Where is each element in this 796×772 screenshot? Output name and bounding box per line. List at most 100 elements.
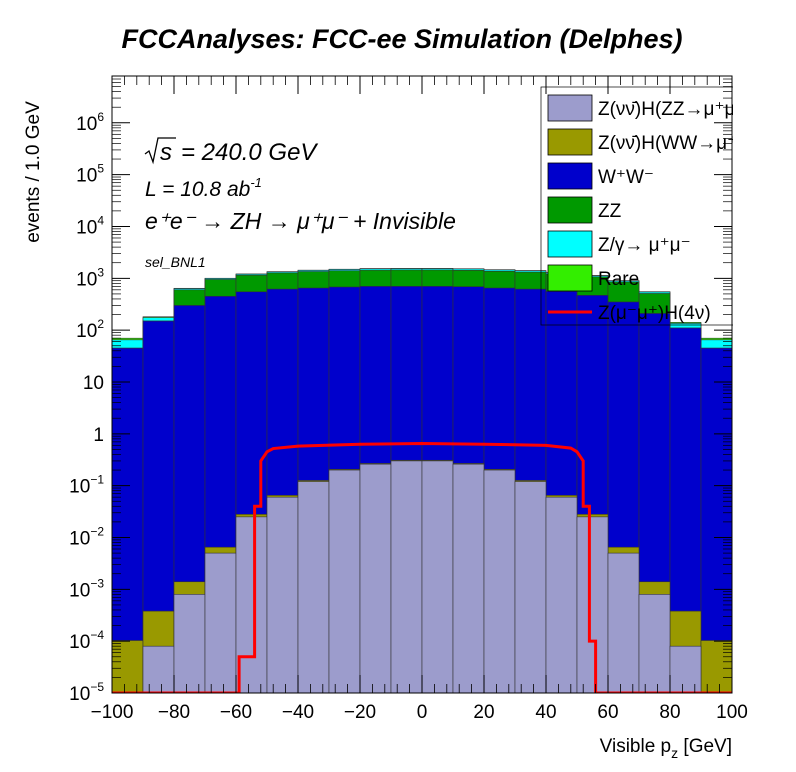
legend-swatch bbox=[547, 196, 593, 224]
histogram-bar bbox=[669, 645, 702, 693]
stacked-histograms bbox=[112, 268, 732, 693]
y-tick-label: 1 bbox=[93, 425, 104, 446]
y-tick-label: 105 bbox=[76, 162, 104, 187]
legend-swatch bbox=[547, 230, 593, 258]
y-tick-exponent: −1 bbox=[90, 473, 104, 487]
x-tick-label: −80 bbox=[158, 702, 190, 723]
x-tick-label: 80 bbox=[659, 702, 680, 723]
y-tick-label: 10−4 bbox=[69, 628, 104, 653]
x-tick-label: −100 bbox=[91, 702, 134, 723]
histogram-bar bbox=[607, 552, 640, 693]
y-tick-base: 10 bbox=[76, 321, 97, 342]
histogram-bar bbox=[514, 481, 547, 693]
legend: Z(νν̄)H(ZZ→μ⁺μ⁻νν̄) Z(νν̄)H(WW→μ⁺νμ⁻ν̄) W⁺… bbox=[540, 86, 783, 326]
y-tick-label: 102 bbox=[76, 317, 104, 342]
histogram-bar bbox=[390, 460, 423, 693]
x-tick-label: 0 bbox=[417, 702, 428, 723]
y-tick-exponent: −5 bbox=[90, 680, 104, 694]
y-tick-label: 10−3 bbox=[69, 576, 104, 601]
y-tick-exponent: −2 bbox=[90, 524, 104, 538]
histogram-bar bbox=[328, 469, 361, 693]
x-tick-label: 100 bbox=[716, 702, 748, 723]
y-tick-label: 10 bbox=[83, 373, 104, 394]
legend-label: Rare bbox=[598, 269, 639, 290]
histogram-bar bbox=[452, 463, 485, 693]
legend-label: Z(μ⁻μ⁺)H(4ν) bbox=[598, 303, 711, 324]
y-tick-exponent: 5 bbox=[97, 162, 104, 176]
y-tick-exponent: 4 bbox=[97, 213, 104, 227]
x-tick-label: −60 bbox=[220, 702, 252, 723]
histogram-bar bbox=[359, 463, 392, 693]
legend-swatch bbox=[547, 128, 593, 156]
histogram-bar bbox=[421, 460, 454, 693]
y-tick-label: 106 bbox=[76, 110, 104, 135]
y-tick-base: 10 bbox=[69, 477, 90, 498]
y-tick-base: 10 bbox=[76, 217, 97, 238]
histogram-bar bbox=[266, 496, 299, 693]
y-tick-base: 10 bbox=[69, 632, 90, 653]
histogram-bar bbox=[700, 347, 732, 693]
y-tick-base: 10 bbox=[76, 114, 97, 135]
legend-label: ZZ bbox=[598, 201, 622, 222]
legend-swatch bbox=[547, 94, 593, 122]
x-axis-label-sub: z bbox=[671, 745, 678, 761]
sqrt-icon bbox=[144, 137, 176, 165]
y-tick-exponent: −3 bbox=[90, 576, 104, 590]
histogram-bar bbox=[576, 516, 609, 693]
y-tick-base: 10 bbox=[76, 166, 97, 187]
histogram-bar bbox=[545, 496, 578, 693]
y-tick-label: 10−1 bbox=[69, 473, 104, 498]
x-tick-label: 60 bbox=[597, 702, 618, 723]
legend-label: Z(νν̄)H(ZZ→μ⁺μ⁻νν̄) bbox=[598, 99, 771, 120]
y-tick-exponent: −4 bbox=[90, 628, 104, 642]
x-axis-label: Visible pz [GeV] bbox=[600, 736, 732, 761]
histogram-bar bbox=[297, 481, 330, 693]
histogram-bar bbox=[483, 469, 516, 693]
histogram-bar bbox=[112, 347, 144, 693]
y-tick-exponent: 3 bbox=[97, 265, 104, 279]
y-axis-label: events / 1.0 GeV bbox=[23, 101, 44, 243]
y-tick-base: 10 bbox=[76, 269, 97, 290]
histogram-bar bbox=[112, 640, 144, 693]
annotation-process: e⁺e⁻ → ZH → μ⁺μ⁻ + Invisible bbox=[145, 208, 456, 234]
legend-label: Z(νν̄)H(WW→μ⁺νμ⁻ν̄) bbox=[598, 133, 783, 154]
signal-line bbox=[112, 442, 732, 693]
legend-swatch bbox=[547, 162, 593, 190]
chart-title: FCCAnalyses: FCC-ee Simulation (Delphes) bbox=[121, 24, 682, 54]
y-tick-base: 10 bbox=[69, 684, 90, 705]
y-tick-label: 10−5 bbox=[69, 680, 104, 705]
x-tick-label: 20 bbox=[473, 702, 494, 723]
y-tick-exponent: 2 bbox=[97, 317, 104, 331]
histogram-bar bbox=[204, 552, 237, 693]
x-axis-label-main: Visible p bbox=[600, 736, 671, 757]
x-axis-label-unit: [GeV] bbox=[678, 736, 732, 757]
legend-label: W⁺W⁻ bbox=[598, 167, 654, 188]
x-tick-label: −20 bbox=[344, 702, 376, 723]
series-0 bbox=[142, 460, 702, 693]
y-tick-base: 10 bbox=[69, 580, 90, 601]
x-tick-label: −40 bbox=[282, 702, 314, 723]
annotation-sqrt-s: s = 240.0 GeV bbox=[144, 137, 318, 166]
y-tick-label: 103 bbox=[76, 265, 104, 290]
histogram-bar bbox=[638, 594, 671, 693]
histogram-bar bbox=[700, 640, 732, 693]
y-tick-base: 10 bbox=[69, 528, 90, 549]
histogram-bar bbox=[173, 594, 206, 693]
annotation-lumi: L = 10.8 ab-1 bbox=[145, 175, 262, 201]
legend-swatch bbox=[547, 264, 593, 292]
lumi-base: L = 10.8 ab bbox=[145, 178, 251, 201]
legend-label: Z/γ→ μ⁺μ⁻ bbox=[598, 235, 691, 256]
legend-box bbox=[540, 86, 733, 326]
sqrt-s-text: = 240.0 GeV bbox=[181, 139, 318, 166]
axes: −100 −80 −60 −40 −20 0 20 40 60 80 10010−510−410−3… bbox=[69, 75, 748, 723]
annotation-selection: sel_BNL1 bbox=[145, 254, 206, 270]
lumi-sup: -1 bbox=[250, 175, 262, 190]
y-tick-label: 104 bbox=[76, 213, 104, 238]
sqrt-s-letter: s bbox=[160, 139, 172, 166]
histogram-bar bbox=[235, 516, 268, 693]
x-tick-label: 40 bbox=[535, 702, 556, 723]
signal-histogram bbox=[112, 442, 732, 693]
y-tick-exponent: 6 bbox=[97, 110, 104, 124]
y-tick-label: 10−2 bbox=[69, 524, 104, 549]
